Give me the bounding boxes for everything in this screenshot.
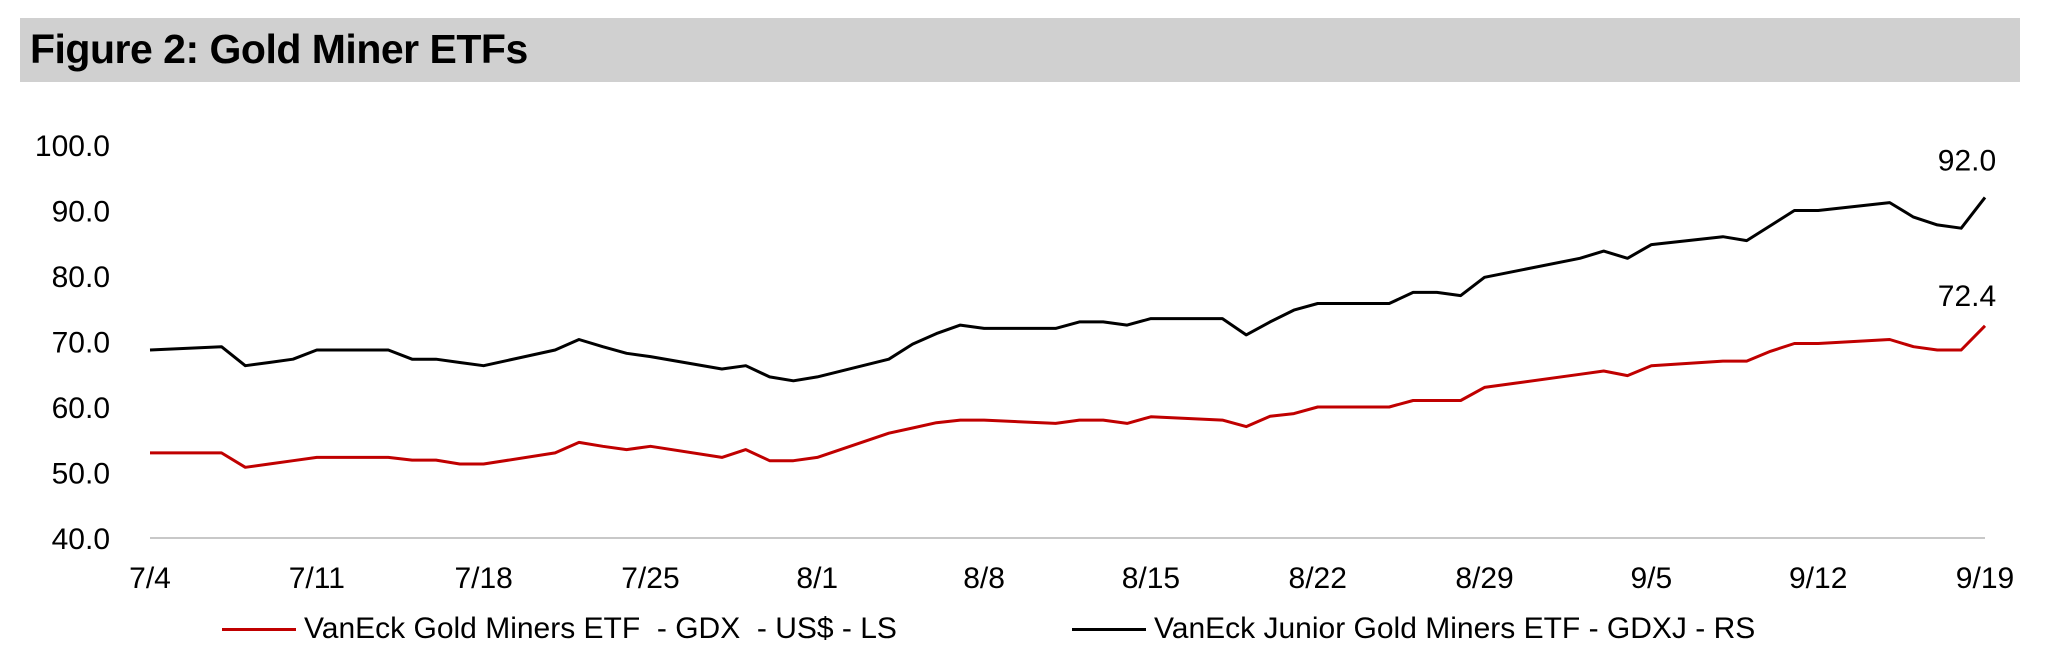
legend-label-gdx: VanEck Gold Miners ETF - GDX - US$ - LS — [304, 612, 897, 645]
legend-swatch-gdx — [222, 627, 296, 631]
y-tick-label: 80.0 — [52, 261, 110, 294]
x-tick-label: 8/8 — [963, 562, 1005, 595]
chart-legend: VanEck Gold Miners ETF - GDX - US$ - LS … — [0, 607, 2048, 651]
y-tick-label: 70.0 — [52, 327, 110, 360]
x-tick-label: 9/12 — [1789, 562, 1847, 595]
figure-title-bar: Figure 2: Gold Miner ETFs — [20, 18, 2020, 82]
y-tick-label: 60.0 — [52, 392, 110, 425]
y-tick-label: 100.0 — [35, 130, 110, 163]
end-value-label-gdxj: 92.0 — [1938, 144, 1996, 177]
y-tick-label: 50.0 — [52, 458, 110, 491]
end-value-label-gdx: 72.4 — [1938, 280, 1996, 313]
x-tick-label: 8/1 — [796, 562, 838, 595]
legend-item-gdx: VanEck Gold Miners ETF - GDX - US$ - LS — [222, 607, 897, 651]
y-tick-label: 90.0 — [52, 196, 110, 229]
x-tick-label: 7/4 — [129, 562, 171, 595]
legend-swatch-gdxj — [1072, 627, 1146, 631]
x-tick-label: 9/5 — [1631, 562, 1673, 595]
x-tick-label: 8/29 — [1455, 562, 1513, 595]
x-tick-label: 9/19 — [1956, 562, 2014, 595]
x-tick-label: 7/25 — [621, 562, 679, 595]
series-line-gdxj — [149, 196, 1987, 383]
line-chart: 40.0 50.0 60.0 70.0 80.0 90.0 100.0 7/4 7/11 7/18… — [35, 130, 2014, 595]
legend-label-gdxj: VanEck Junior Gold Miners ETF - GDXJ - R… — [1154, 612, 1756, 645]
figure-title: Figure 2: Gold Miner ETFs — [30, 26, 528, 72]
x-tick-label: 8/22 — [1289, 562, 1347, 595]
x-tick-label: 7/18 — [454, 562, 512, 595]
x-tick-label: 8/15 — [1122, 562, 1180, 595]
legend-item-gdxj: VanEck Junior Gold Miners ETF - GDXJ - R… — [1072, 607, 1755, 651]
x-tick-label: 7/11 — [289, 562, 345, 595]
y-tick-label: 40.0 — [52, 523, 110, 556]
series-line-gdx — [150, 324, 1987, 469]
